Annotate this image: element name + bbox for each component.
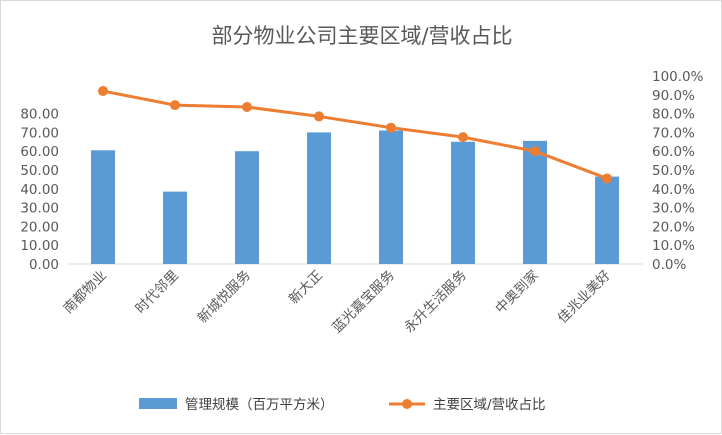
line-path <box>102 89 608 180</box>
bar <box>235 151 259 264</box>
bar <box>91 150 115 264</box>
left-tick-label: 70.00 <box>20 125 59 141</box>
left-tick-label: 10.00 <box>20 238 59 254</box>
right-tick-label: 80.0% <box>652 107 695 123</box>
left-tick-label: 50.00 <box>20 163 59 179</box>
legend-line-marker <box>402 399 412 409</box>
left-tick-label: 60.00 <box>20 144 59 160</box>
bar <box>451 141 475 264</box>
line-point <box>170 100 180 111</box>
legend-line-label: 主要区域/营收占比 <box>433 397 546 413</box>
category-label: 永升生活服务 <box>401 268 470 337</box>
chart-title: 部分物业公司主要区域/营收占比 <box>211 24 512 48</box>
right-tick-label: 30.0% <box>652 201 695 217</box>
category-label: 新城悦服务 <box>195 268 254 327</box>
line-point <box>386 122 396 133</box>
right-tick-label: 70.0% <box>652 125 695 141</box>
right-tick-label: 60.0% <box>652 144 695 160</box>
left-tick-label: 20.00 <box>20 219 59 235</box>
line-point <box>602 173 612 184</box>
left-axis: 0.00 10.00 20.00 30.00 40.00 50.00 60.00 70.00 8… <box>20 107 59 273</box>
right-tick-label: 40.0% <box>652 182 695 198</box>
category-label: 南都物业 <box>60 268 109 317</box>
line-series <box>98 86 612 184</box>
line-point <box>242 102 252 113</box>
right-tick-label: 0.0% <box>652 257 686 273</box>
right-tick-label: 20.0% <box>652 219 695 235</box>
category-label: 时代邻里 <box>132 268 181 317</box>
legend: 管理规模（百万平方米） 主要区域/营收占比 <box>139 397 546 413</box>
line-point <box>98 86 108 97</box>
line-point <box>314 111 324 122</box>
left-tick-label: 0.00 <box>29 257 59 273</box>
right-tick-label: 100.0% <box>652 69 704 85</box>
category-label: 新大正 <box>286 268 326 308</box>
bar <box>379 130 403 264</box>
category-label: 蓝光嘉宝服务 <box>329 268 398 337</box>
right-tick-label: 10.0% <box>652 238 695 254</box>
category-axis: 南都物业 时代邻里 新城悦服务 新大正 蓝光嘉宝服务 永升生活服务 中奥到家 佳兆业美好 <box>60 266 613 336</box>
right-tick-label: 90.0% <box>652 88 695 104</box>
category-label: 佳兆业美好 <box>555 268 614 327</box>
left-tick-label: 30.00 <box>20 201 59 217</box>
bar <box>595 176 619 264</box>
right-tick-label: 50.0% <box>652 163 695 179</box>
bar <box>163 191 187 264</box>
left-tick-label: 40.00 <box>20 182 59 198</box>
bar <box>523 140 547 264</box>
right-axis: 0.0% 10.0% 20.0% 30.0% 40.0% 50.0% 60.0% 70.0% 8… <box>652 69 704 273</box>
legend-bar-swatch <box>139 398 177 409</box>
line-point <box>458 132 468 143</box>
category-label: 中奥到家 <box>492 266 543 317</box>
bar-series <box>91 130 619 264</box>
left-tick-label: 80.00 <box>20 107 59 123</box>
legend-bar-label: 管理规模（百万平方米） <box>185 397 334 413</box>
line-point <box>530 146 540 157</box>
bar <box>307 132 331 264</box>
